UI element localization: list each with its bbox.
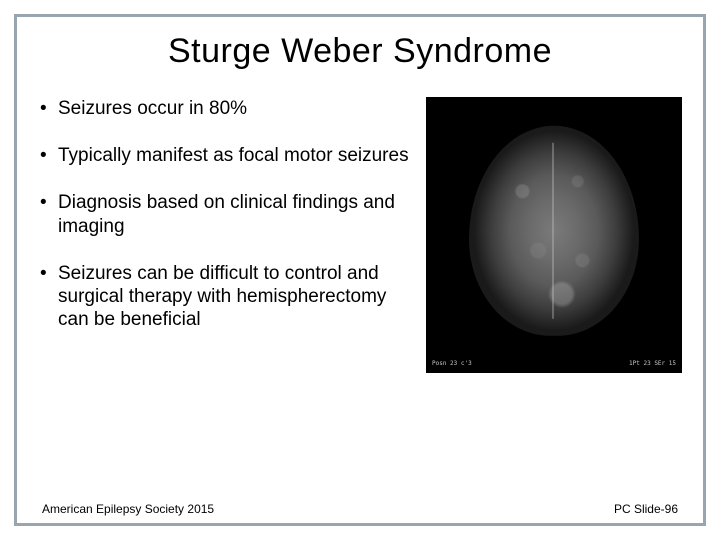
slide-content: Sturge Weber Syndrome Seizures occur in … [14,14,706,526]
image-label-bottom-right: 1Pt 23 SEr 15 [629,360,676,367]
brain-scan-graphic [469,126,639,336]
slide-footer: American Epilepsy Society 2015 PC Slide-… [42,502,678,516]
image-label-bottom-left: Posn 23 c'3 [432,360,472,367]
mri-image: Posn 23 c'3 1Pt 23 SEr 15 [426,97,682,373]
bullet-item: Seizures occur in 80% [38,97,412,120]
bullet-item: Typically manifest as focal motor seizur… [38,144,412,167]
slide-title: Sturge Weber Syndrome [38,32,682,71]
bullet-item: Diagnosis based on clinical findings and… [38,191,412,237]
bullet-list: Seizures occur in 80% Typically manifest… [38,97,416,373]
footer-left: American Epilepsy Society 2015 [42,502,214,516]
footer-right: PC Slide-96 [614,502,678,516]
body-row: Seizures occur in 80% Typically manifest… [38,97,682,373]
bullet-item: Seizures can be difficult to control and… [38,262,412,332]
